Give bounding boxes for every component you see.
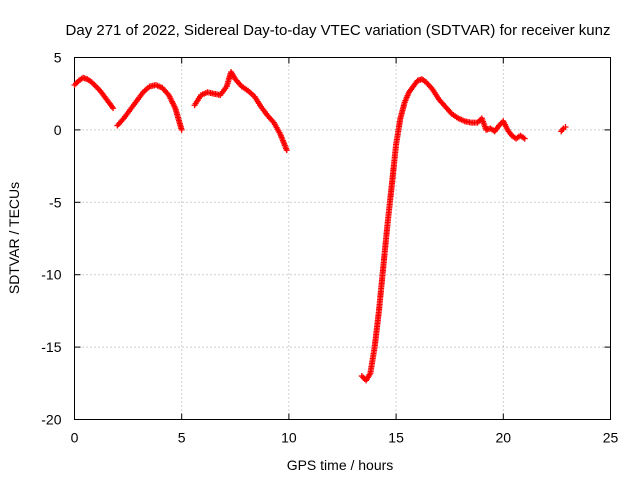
data-point [178, 126, 185, 133]
x-tick-label: 10 [281, 430, 297, 446]
y-tick-label: -5 [49, 194, 62, 210]
x-tick-label: 5 [178, 430, 186, 446]
data-point [92, 83, 99, 90]
axis-ticks [74, 57, 611, 420]
data-point [559, 126, 566, 133]
data-point [358, 373, 365, 380]
y-tick-label: -20 [41, 412, 61, 428]
data-point [521, 135, 528, 142]
data-point [94, 84, 101, 91]
x-tick-label: 20 [496, 430, 512, 446]
grid [74, 57, 611, 420]
chart-title: Day 271 of 2022, Sidereal Day-to-day VTE… [66, 22, 611, 39]
data-point [283, 147, 290, 154]
data-point [110, 105, 117, 112]
tick-labels: 0 5 10 15 20 25 5 0 -5 -10 -15 -20 [41, 50, 618, 446]
y-tick-label: 0 [54, 122, 62, 138]
y-tick-label: -10 [41, 267, 61, 283]
data-point [72, 80, 79, 87]
x-tick-label: 25 [603, 430, 619, 446]
x-tick-label: 0 [71, 430, 79, 446]
y-tick-label: 5 [54, 50, 62, 66]
y-tick-label: -15 [41, 339, 61, 355]
x-axis-label: GPS time / hours [287, 457, 394, 473]
data-point [562, 124, 569, 131]
y-axis-label: SDTVAR / TECUs [6, 182, 22, 294]
data-point [91, 82, 98, 89]
x-tick-label: 15 [388, 430, 404, 446]
plot-frame [74, 57, 611, 420]
data-points [71, 68, 569, 384]
data-point [71, 82, 78, 89]
